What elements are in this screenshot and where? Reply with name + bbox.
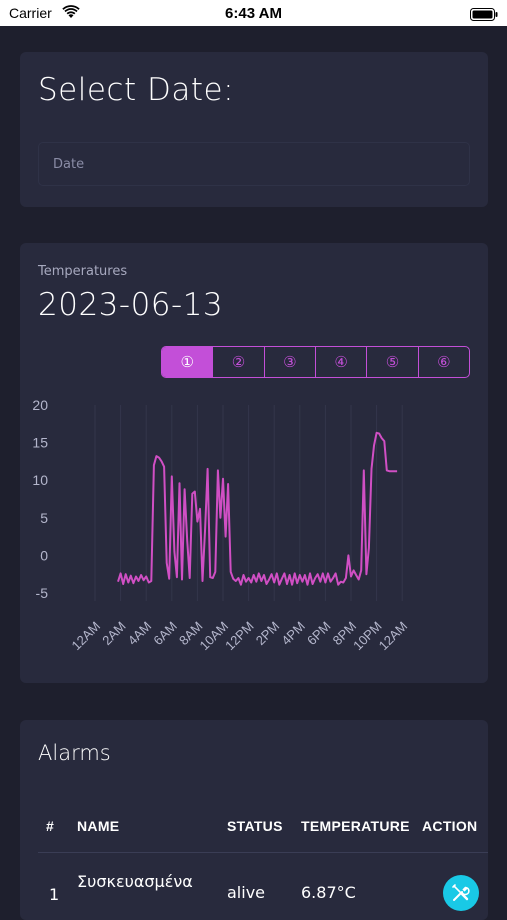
- x-tick-label: 12AM: [376, 619, 411, 654]
- y-tick-label: 5: [40, 510, 48, 526]
- x-tick-label: 2PM: [253, 619, 283, 649]
- wifi-icon: [62, 4, 80, 23]
- temperatures-card: Temperatures 2023-06-13 ① ② ③ ④ ⑤ ⑥ 20 15…: [20, 243, 488, 683]
- x-tick-label: 6PM: [304, 619, 334, 649]
- x-tick-label: 12PM: [222, 619, 257, 654]
- clock: 6:43 AM: [225, 5, 282, 22]
- row-action-button[interactable]: [443, 875, 479, 911]
- sensor-tab-2[interactable]: ②: [213, 347, 265, 377]
- y-tick-label: 15: [32, 435, 48, 451]
- chart-date: 2023-06-13: [38, 287, 224, 323]
- tools-icon: [452, 884, 470, 901]
- y-tick-label: 0: [40, 547, 48, 563]
- col-header-action: ACTION: [422, 818, 478, 834]
- y-tick-label: 20: [32, 397, 48, 413]
- x-tick-label: 12AM: [68, 619, 103, 654]
- x-tick-label: 10AM: [196, 619, 231, 654]
- alarms-title: Alarms: [38, 741, 111, 765]
- battery-icon: [470, 6, 498, 25]
- x-tick-label: 2AM: [99, 619, 129, 649]
- sensor-tab-3[interactable]: ③: [265, 347, 316, 377]
- y-tick-label: 10: [32, 472, 48, 488]
- alarms-card: Alarms # NAME STATUS TEMPERATURE ACTION …: [20, 720, 488, 920]
- x-tick-label: 6AM: [150, 619, 180, 649]
- chart-subtitle: Temperatures: [38, 264, 128, 279]
- sensor-tab-4[interactable]: ④: [316, 347, 368, 377]
- status-bar: Carrier 6:43 AM: [0, 0, 507, 26]
- y-tick-label: -5: [36, 585, 49, 601]
- sensor-tab-5[interactable]: ⑤: [367, 347, 419, 377]
- date-input[interactable]: [38, 142, 470, 186]
- row-number: 1: [49, 885, 60, 904]
- sensor-tabs: ① ② ③ ④ ⑤ ⑥: [161, 346, 470, 378]
- carrier-label: Carrier: [9, 5, 52, 21]
- table-divider: [38, 852, 488, 853]
- temperature-chart: 20151050-512AM2AM4AM6AM8AM10AM12PM2PM4PM…: [32, 397, 411, 654]
- temperature-series-line: [117, 431, 398, 586]
- col-header-name: NAME: [77, 818, 120, 834]
- col-header-temperature: TEMPERATURE: [301, 818, 410, 834]
- row-temperature: 6.87°C: [301, 883, 356, 902]
- x-tick-label: 10PM: [350, 619, 385, 654]
- sensor-tab-1[interactable]: ①: [162, 347, 214, 377]
- row-status: alive: [227, 883, 266, 902]
- row-name: Συσκευασμένα: [77, 872, 193, 891]
- select-date-title: Select Date:: [38, 72, 235, 108]
- col-header-status: STATUS: [227, 818, 283, 834]
- date-selector-card: Select Date:: [20, 52, 488, 207]
- x-tick-label: 4PM: [278, 619, 308, 649]
- col-header-number: #: [46, 818, 55, 834]
- sensor-tab-6[interactable]: ⑥: [437, 353, 451, 371]
- x-tick-label: 4AM: [125, 619, 155, 649]
